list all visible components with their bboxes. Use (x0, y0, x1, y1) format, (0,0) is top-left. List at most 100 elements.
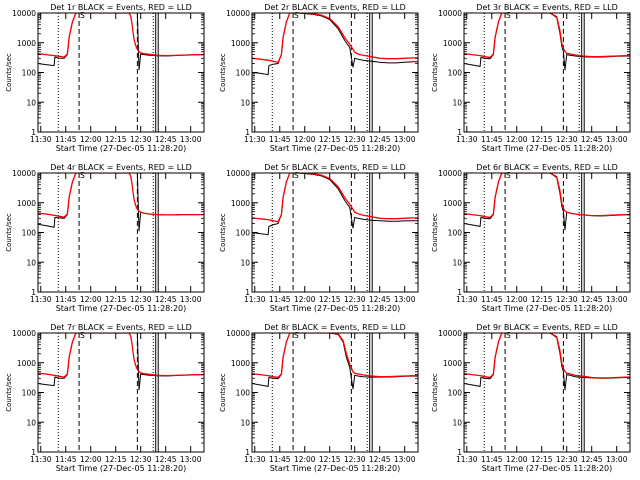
x-tick-label: 12:30 (556, 295, 578, 304)
x-tick-label: 12:00 (506, 455, 528, 464)
x-tick-label: 11:30 (244, 295, 266, 304)
x-tick-label: 13:00 (394, 135, 416, 144)
x-tick-label: 12:45 (369, 135, 391, 144)
events-series-line (252, 173, 418, 236)
y-tick-label: 1 (245, 128, 250, 137)
x-tick-label: 11:45 (481, 455, 503, 464)
panel-det-2: 1 10 100 1000 10000 11:30 11:45 12:00 12:15 12:30… (219, 3, 419, 153)
x-tick-label: 12:30 (130, 295, 152, 304)
y-tick-label: 10000 (438, 329, 462, 338)
x-tick-label: 11:45 (55, 295, 77, 304)
x-tick-label: 12:00 (294, 295, 316, 304)
x-tick-label: 13:00 (180, 135, 202, 144)
marker-label: S (506, 11, 511, 20)
y-tick-label: 1 (457, 288, 462, 297)
lld-series-line (464, 13, 630, 59)
y-tick-label: 10000 (226, 169, 250, 178)
x-tick-label: 12:30 (130, 455, 152, 464)
x-tick-label: 11:45 (481, 295, 503, 304)
x-tick-label: 12:45 (581, 135, 603, 144)
x-tick-label: 12:00 (294, 455, 316, 464)
y-tick-label: 10 (26, 98, 36, 107)
y-tick-label: 100 (22, 229, 37, 238)
x-tick-label: 12:45 (581, 295, 603, 304)
y-tick-label: 1000 (231, 39, 250, 48)
y-axis-label: Counts/sec (219, 373, 227, 412)
y-tick-label: 1 (457, 128, 462, 137)
y-tick-label: 10000 (226, 9, 250, 18)
panel-det-5: 1 10 100 1000 10000 11:30 11:45 12:00 12:15 12:30… (219, 163, 419, 313)
y-axis-label: Counts/sec (219, 53, 227, 92)
panel-det-7: 1 10 100 1000 10000 11:30 11:45 12:00 12:15 12:30… (5, 323, 205, 473)
y-tick-label: 10 (240, 98, 250, 107)
y-tick-label: 1000 (17, 359, 36, 368)
panel-title: Det 3r BLACK = Events, RED = LLD (476, 3, 618, 12)
y-tick-label: 1000 (17, 39, 36, 48)
x-tick-label: 13:00 (180, 295, 202, 304)
x-axis-label: Start Time (27-Dec-05 11:28:20) (56, 304, 187, 313)
marker-label: S (80, 11, 85, 20)
x-axis-label: Start Time (27-Dec-05 11:28:20) (56, 464, 187, 473)
y-tick-label: 100 (236, 69, 251, 78)
y-tick-label: 1 (245, 288, 250, 297)
lld-series-line (252, 13, 418, 64)
x-tick-label: 11:45 (269, 295, 291, 304)
x-tick-label: 12:15 (319, 455, 341, 464)
y-tick-label: 1 (31, 448, 36, 457)
x-tick-label: 11:45 (269, 455, 291, 464)
x-tick-label: 11:30 (30, 455, 52, 464)
x-tick-label: 12:00 (506, 135, 528, 144)
x-tick-label: 12:15 (531, 135, 553, 144)
x-tick-label: 11:30 (30, 295, 52, 304)
x-tick-label: 12:00 (80, 455, 102, 464)
x-tick-label: 12:45 (155, 295, 177, 304)
panel-title: Det 1r BLACK = Events, RED = LLD (50, 3, 192, 12)
panel-det-6: 1 10 100 1000 10000 11:30 11:45 12:00 12:15 12:30… (431, 163, 631, 313)
x-tick-label: 11:30 (456, 455, 478, 464)
lld-series-line (38, 173, 204, 218)
x-tick-label: 11:45 (269, 135, 291, 144)
x-axis-label: Start Time (27-Dec-05 11:28:20) (270, 304, 401, 313)
y-tick-label: 10000 (438, 169, 462, 178)
x-tick-label: 13:00 (394, 295, 416, 304)
x-tick-label: 12:15 (531, 455, 553, 464)
y-tick-label: 10000 (12, 169, 36, 178)
x-tick-label: 11:30 (244, 135, 266, 144)
x-tick-label: 12:30 (130, 135, 152, 144)
panel-det-3: 1 10 100 1000 10000 11:30 11:45 12:00 12:15 12:30… (431, 3, 631, 153)
y-tick-label: 100 (448, 229, 463, 238)
y-tick-label: 100 (22, 389, 37, 398)
x-tick-label: 13:00 (606, 135, 628, 144)
panel-det-9: 1 10 100 1000 10000 11:30 11:45 12:00 12:15 12:30… (431, 323, 631, 473)
x-tick-label: 11:30 (30, 135, 52, 144)
x-tick-label: 12:45 (369, 455, 391, 464)
y-axis-label: Counts/sec (431, 53, 439, 92)
y-tick-label: 1 (457, 448, 462, 457)
y-tick-label: 1000 (443, 39, 462, 48)
y-axis-label: Counts/sec (219, 213, 227, 252)
panel-title: Det 9r BLACK = Events, RED = LLD (476, 323, 618, 332)
y-tick-label: 10000 (12, 329, 36, 338)
marker-label: S (80, 171, 85, 180)
panel-det-1: 1 10 100 1000 10000 11:30 11:45 12:00 12:15 12:30… (5, 3, 205, 153)
x-tick-label: 12:00 (294, 135, 316, 144)
x-tick-label: 12:30 (344, 135, 366, 144)
x-tick-label: 11:45 (481, 135, 503, 144)
y-tick-label: 100 (22, 69, 37, 78)
x-axis-label: Start Time (27-Dec-05 11:28:20) (270, 464, 401, 473)
y-tick-label: 100 (448, 389, 463, 398)
panel-title: Det 2r BLACK = Events, RED = LLD (264, 3, 406, 12)
y-tick-label: 10 (26, 418, 36, 427)
y-tick-label: 1000 (443, 359, 462, 368)
y-tick-label: 1 (245, 448, 250, 457)
x-tick-label: 12:45 (155, 135, 177, 144)
x-tick-label: 12:15 (105, 135, 127, 144)
x-tick-label: 12:45 (155, 455, 177, 464)
y-tick-label: 1 (31, 288, 36, 297)
y-tick-label: 100 (236, 229, 251, 238)
panel-title: Det 8r BLACK = Events, RED = LLD (264, 323, 406, 332)
marker-label: S (506, 171, 511, 180)
y-tick-label: 1000 (17, 199, 36, 208)
y-tick-label: 10 (452, 418, 462, 427)
